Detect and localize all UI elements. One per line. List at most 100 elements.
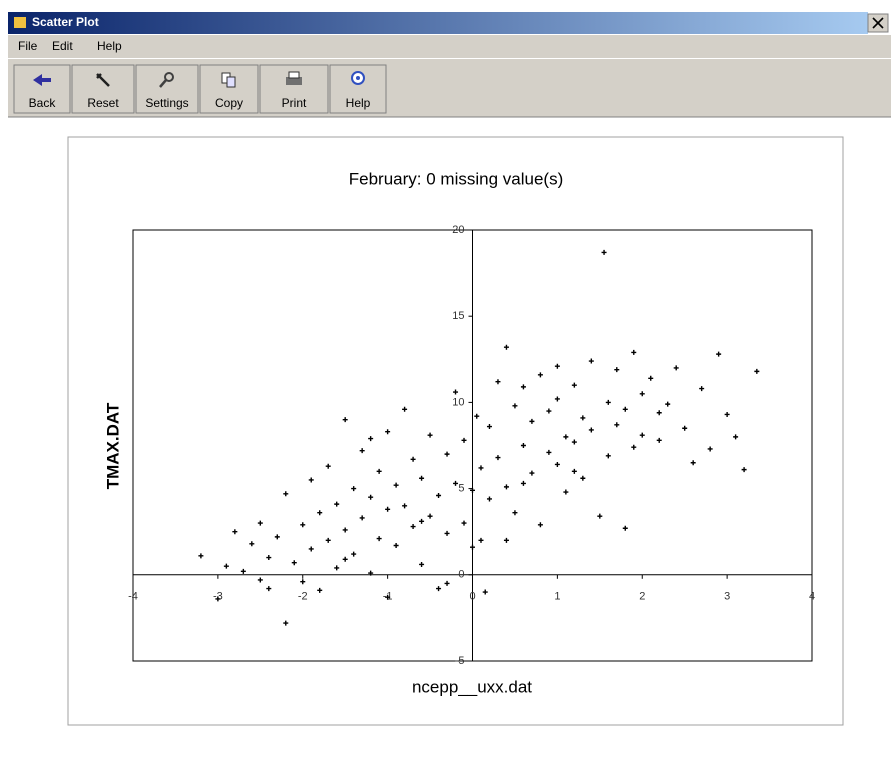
point [223, 563, 229, 569]
point [385, 506, 391, 512]
point [724, 411, 730, 417]
point [520, 480, 526, 486]
menu-item[interactable]: Edit [52, 39, 73, 53]
point [470, 487, 475, 493]
point [402, 503, 408, 509]
toolbar-button[interactable]: Settings [135, 64, 199, 114]
point [368, 494, 374, 500]
button-label: Print [282, 96, 307, 110]
button-face[interactable] [13, 64, 71, 114]
point [410, 524, 416, 530]
point [580, 415, 586, 421]
point [334, 565, 340, 571]
window-title: Scatter Plot [32, 15, 99, 29]
point [639, 432, 645, 438]
point [325, 537, 331, 543]
point [402, 406, 408, 412]
point [478, 465, 484, 471]
point [359, 448, 365, 454]
point [300, 522, 306, 528]
point [444, 451, 450, 457]
point [563, 434, 569, 440]
point [554, 363, 560, 369]
menu-bar [8, 35, 891, 58]
point [512, 403, 518, 409]
point [656, 410, 662, 416]
point [198, 553, 204, 559]
chart-frame [67, 136, 844, 726]
point [563, 489, 569, 495]
menu-item[interactable]: File [18, 39, 38, 53]
button-face[interactable] [71, 64, 135, 114]
point [733, 434, 739, 440]
icon [159, 79, 167, 88]
toolbar-button[interactable]: Print [259, 64, 329, 114]
point [283, 620, 289, 626]
point [495, 379, 501, 385]
point [257, 577, 263, 583]
y-tick-label: 15 [452, 310, 464, 322]
point [529, 418, 535, 424]
point [351, 551, 357, 557]
point [232, 529, 238, 535]
point [419, 518, 425, 524]
point [317, 587, 323, 593]
y-tick-label: 10 [452, 396, 464, 408]
button-icon [159, 72, 174, 88]
point [716, 351, 722, 357]
app-icon [14, 17, 26, 28]
point [436, 586, 442, 592]
menu-item[interactable]: Help [97, 39, 122, 53]
button-label: Reset [87, 96, 119, 110]
button-icon [33, 74, 51, 86]
point [622, 525, 628, 531]
y-axis-label: TMAX.DAT [103, 402, 122, 489]
button-label: Back [29, 96, 57, 110]
point [461, 520, 467, 526]
point [503, 484, 509, 490]
x-tick-label: -2 [298, 591, 308, 603]
x-tick-label: 0 [469, 591, 475, 603]
point [283, 491, 289, 497]
point [520, 384, 526, 390]
point [215, 596, 221, 602]
point [571, 382, 577, 388]
point [648, 375, 654, 381]
point [588, 427, 594, 433]
icon [96, 73, 110, 87]
point [571, 439, 577, 445]
icon [288, 71, 300, 79]
point [631, 349, 637, 355]
button-label: Help [346, 96, 371, 110]
point [436, 492, 442, 498]
icon [286, 77, 302, 85]
toolbar-button[interactable]: Back [13, 64, 71, 114]
point [741, 467, 747, 473]
point [308, 546, 314, 552]
point [368, 436, 374, 442]
toolbar-button[interactable]: Reset [71, 64, 135, 114]
close-button[interactable] [867, 13, 889, 33]
point [622, 406, 628, 412]
point [461, 437, 467, 443]
point [495, 455, 501, 461]
point [597, 513, 603, 519]
point [453, 389, 459, 395]
point [317, 510, 323, 516]
point [554, 396, 560, 402]
toolbar-button[interactable]: Copy [199, 64, 259, 114]
x-tick-label: -4 [128, 591, 138, 603]
point [699, 386, 705, 392]
x-tick-label: 1 [554, 591, 560, 603]
button-icon [96, 73, 110, 87]
point [546, 408, 552, 414]
point [571, 468, 577, 474]
toolbar-button[interactable]: Help [329, 64, 387, 114]
point [266, 586, 272, 592]
icon [226, 76, 236, 88]
point [707, 446, 713, 452]
icon [33, 74, 51, 86]
point [537, 372, 543, 378]
point [334, 501, 340, 507]
